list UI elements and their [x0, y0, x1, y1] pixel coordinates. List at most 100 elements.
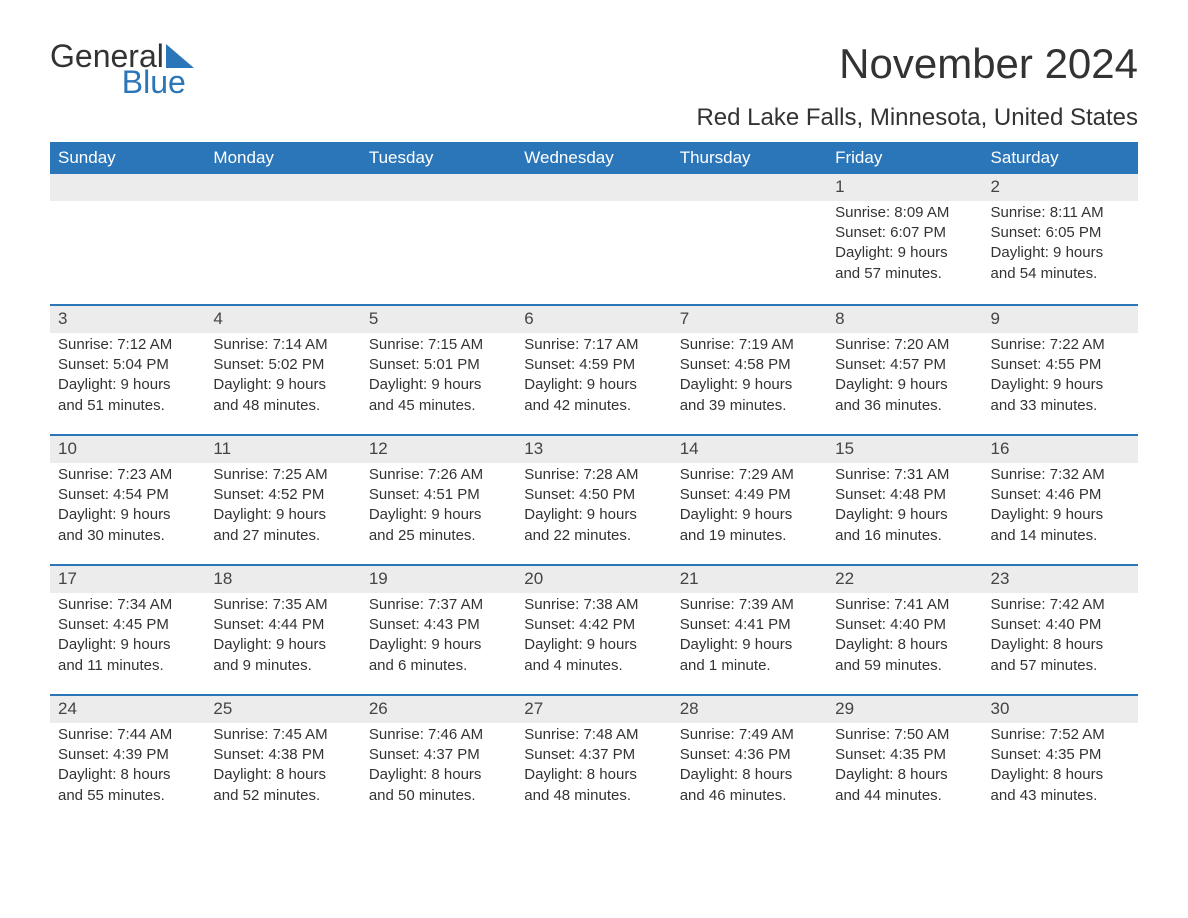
sunset-text: Sunset: 4:48 PM — [835, 485, 974, 505]
sunrise-text: Sunrise: 7:31 AM — [835, 465, 974, 485]
sunset-text: Sunset: 4:39 PM — [58, 745, 197, 765]
day-body: Sunrise: 8:09 AMSunset: 6:07 PMDaylight:… — [827, 201, 982, 294]
daylight2-text: and 46 minutes. — [680, 786, 819, 806]
dow-cell: Monday — [205, 142, 360, 174]
day-cell: 23Sunrise: 7:42 AMSunset: 4:40 PMDayligh… — [983, 566, 1138, 694]
day-number: 24 — [50, 696, 205, 723]
day-number: 11 — [205, 436, 360, 463]
daylight2-text: and 48 minutes. — [213, 396, 352, 416]
sunset-text: Sunset: 4:55 PM — [991, 355, 1130, 375]
dow-cell: Friday — [827, 142, 982, 174]
week-row: 1Sunrise: 8:09 AMSunset: 6:07 PMDaylight… — [50, 174, 1138, 304]
sunset-text: Sunset: 4:59 PM — [524, 355, 663, 375]
day-body: Sunrise: 7:52 AMSunset: 4:35 PMDaylight:… — [983, 723, 1138, 816]
sunrise-text: Sunrise: 8:11 AM — [991, 203, 1130, 223]
dow-row: Sunday Monday Tuesday Wednesday Thursday… — [50, 142, 1138, 174]
day-body: Sunrise: 7:12 AMSunset: 5:04 PMDaylight:… — [50, 333, 205, 426]
day-number: 6 — [516, 306, 671, 333]
daylight2-text: and 51 minutes. — [58, 396, 197, 416]
daylight1-text: Daylight: 8 hours — [680, 765, 819, 785]
day-cell: 26Sunrise: 7:46 AMSunset: 4:37 PMDayligh… — [361, 696, 516, 824]
day-cell — [672, 174, 827, 304]
daylight2-text: and 1 minute. — [680, 656, 819, 676]
daylight1-text: Daylight: 9 hours — [58, 635, 197, 655]
daylight1-text: Daylight: 8 hours — [524, 765, 663, 785]
day-number: 9 — [983, 306, 1138, 333]
sunrise-text: Sunrise: 7:42 AM — [991, 595, 1130, 615]
daylight1-text: Daylight: 9 hours — [524, 375, 663, 395]
daylight1-text: Daylight: 9 hours — [991, 505, 1130, 525]
daylight2-text: and 45 minutes. — [369, 396, 508, 416]
sunset-text: Sunset: 4:35 PM — [835, 745, 974, 765]
day-number — [361, 174, 516, 201]
week-row: 24Sunrise: 7:44 AMSunset: 4:39 PMDayligh… — [50, 694, 1138, 824]
day-number: 18 — [205, 566, 360, 593]
day-number — [516, 174, 671, 201]
day-number: 23 — [983, 566, 1138, 593]
page-title: November 2024 — [839, 40, 1138, 88]
day-number — [672, 174, 827, 201]
day-cell: 15Sunrise: 7:31 AMSunset: 4:48 PMDayligh… — [827, 436, 982, 564]
sunrise-text: Sunrise: 7:20 AM — [835, 335, 974, 355]
sunrise-text: Sunrise: 7:37 AM — [369, 595, 508, 615]
dow-cell: Sunday — [50, 142, 205, 174]
daylight1-text: Daylight: 8 hours — [58, 765, 197, 785]
day-body: Sunrise: 7:34 AMSunset: 4:45 PMDaylight:… — [50, 593, 205, 686]
day-number: 15 — [827, 436, 982, 463]
daylight1-text: Daylight: 9 hours — [213, 375, 352, 395]
sunset-text: Sunset: 4:36 PM — [680, 745, 819, 765]
daylight1-text: Daylight: 9 hours — [369, 635, 508, 655]
day-number: 22 — [827, 566, 982, 593]
day-cell: 19Sunrise: 7:37 AMSunset: 4:43 PMDayligh… — [361, 566, 516, 694]
day-body: Sunrise: 7:48 AMSunset: 4:37 PMDaylight:… — [516, 723, 671, 816]
day-body: Sunrise: 7:31 AMSunset: 4:48 PMDaylight:… — [827, 463, 982, 556]
logo: General Blue — [50, 40, 196, 98]
sunset-text: Sunset: 4:35 PM — [991, 745, 1130, 765]
sunset-text: Sunset: 4:40 PM — [991, 615, 1130, 635]
daylight1-text: Daylight: 9 hours — [680, 505, 819, 525]
day-number: 28 — [672, 696, 827, 723]
day-cell: 3Sunrise: 7:12 AMSunset: 5:04 PMDaylight… — [50, 306, 205, 434]
day-body: Sunrise: 7:45 AMSunset: 4:38 PMDaylight:… — [205, 723, 360, 816]
day-cell — [516, 174, 671, 304]
sunset-text: Sunset: 4:42 PM — [524, 615, 663, 635]
day-body: Sunrise: 7:50 AMSunset: 4:35 PMDaylight:… — [827, 723, 982, 816]
daylight2-text: and 33 minutes. — [991, 396, 1130, 416]
day-number — [205, 174, 360, 201]
sunrise-text: Sunrise: 7:46 AM — [369, 725, 508, 745]
daylight2-text: and 25 minutes. — [369, 526, 508, 546]
daylight2-text: and 4 minutes. — [524, 656, 663, 676]
day-body: Sunrise: 7:38 AMSunset: 4:42 PMDaylight:… — [516, 593, 671, 686]
day-cell: 12Sunrise: 7:26 AMSunset: 4:51 PMDayligh… — [361, 436, 516, 564]
day-cell: 5Sunrise: 7:15 AMSunset: 5:01 PMDaylight… — [361, 306, 516, 434]
daylight2-text: and 42 minutes. — [524, 396, 663, 416]
sunrise-text: Sunrise: 7:19 AM — [680, 335, 819, 355]
daylight1-text: Daylight: 8 hours — [835, 765, 974, 785]
daylight1-text: Daylight: 9 hours — [835, 505, 974, 525]
daylight2-text: and 19 minutes. — [680, 526, 819, 546]
day-cell: 17Sunrise: 7:34 AMSunset: 4:45 PMDayligh… — [50, 566, 205, 694]
day-body: Sunrise: 7:29 AMSunset: 4:49 PMDaylight:… — [672, 463, 827, 556]
daylight1-text: Daylight: 8 hours — [835, 635, 974, 655]
daylight2-text: and 50 minutes. — [369, 786, 508, 806]
sunrise-text: Sunrise: 7:48 AM — [524, 725, 663, 745]
day-cell: 21Sunrise: 7:39 AMSunset: 4:41 PMDayligh… — [672, 566, 827, 694]
sunset-text: Sunset: 5:04 PM — [58, 355, 197, 375]
day-cell: 7Sunrise: 7:19 AMSunset: 4:58 PMDaylight… — [672, 306, 827, 434]
day-body: Sunrise: 7:49 AMSunset: 4:36 PMDaylight:… — [672, 723, 827, 816]
sunset-text: Sunset: 4:52 PM — [213, 485, 352, 505]
sunrise-text: Sunrise: 7:35 AM — [213, 595, 352, 615]
day-number: 10 — [50, 436, 205, 463]
sunrise-text: Sunrise: 7:52 AM — [991, 725, 1130, 745]
day-number: 25 — [205, 696, 360, 723]
day-cell: 25Sunrise: 7:45 AMSunset: 4:38 PMDayligh… — [205, 696, 360, 824]
daylight2-text: and 39 minutes. — [680, 396, 819, 416]
sunrise-text: Sunrise: 7:34 AM — [58, 595, 197, 615]
day-body: Sunrise: 7:23 AMSunset: 4:54 PMDaylight:… — [50, 463, 205, 556]
sunrise-text: Sunrise: 7:50 AM — [835, 725, 974, 745]
sunrise-text: Sunrise: 7:45 AM — [213, 725, 352, 745]
sunrise-text: Sunrise: 8:09 AM — [835, 203, 974, 223]
daylight2-text: and 6 minutes. — [369, 656, 508, 676]
day-body: Sunrise: 7:42 AMSunset: 4:40 PMDaylight:… — [983, 593, 1138, 686]
daylight1-text: Daylight: 9 hours — [58, 375, 197, 395]
